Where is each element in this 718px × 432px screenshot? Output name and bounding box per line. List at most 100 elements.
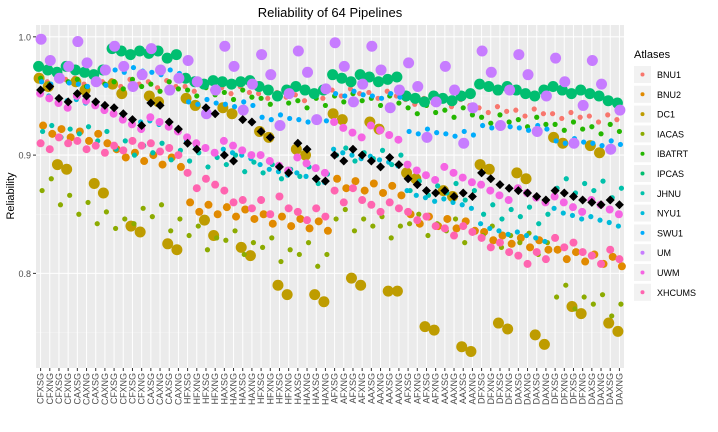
data-point — [294, 170, 300, 176]
data-point — [204, 200, 213, 209]
data-point — [358, 196, 367, 205]
data-point — [449, 168, 458, 177]
mean-diamond-point — [320, 176, 330, 186]
data-point — [478, 114, 485, 120]
data-point — [299, 84, 311, 96]
data-point — [214, 235, 220, 241]
data-point — [277, 212, 286, 221]
x-tick-label: CAXSG — [146, 373, 156, 405]
data-point — [67, 126, 73, 132]
data-point — [330, 117, 339, 126]
x-tick-label: AAXSG — [440, 373, 450, 404]
data-point — [39, 187, 45, 194]
data-point — [311, 114, 323, 126]
data-point — [568, 203, 577, 212]
x-tick-label: CFXNG — [137, 373, 147, 405]
data-point — [244, 250, 256, 262]
data-point — [544, 245, 553, 254]
data-point — [130, 64, 137, 71]
data-point — [90, 76, 102, 88]
x-tick-label: DFXSG — [495, 373, 505, 404]
data-point — [287, 222, 296, 231]
data-point — [228, 60, 240, 72]
x-tick-label: HAXNG — [229, 373, 239, 405]
mean-diamond-point — [568, 192, 578, 201]
data-point — [336, 114, 348, 126]
data-point — [556, 84, 568, 96]
data-point — [290, 81, 302, 93]
data-point — [320, 168, 329, 177]
legend-label: DC1 — [657, 110, 675, 120]
data-point — [136, 69, 148, 81]
data-point — [588, 214, 594, 220]
data-point — [72, 36, 84, 48]
data-point — [229, 141, 238, 150]
data-point — [609, 313, 615, 319]
x-tick-label: HFXSG — [201, 373, 211, 404]
data-point — [143, 90, 155, 102]
data-point — [605, 143, 617, 155]
data-point — [259, 210, 268, 219]
data-point — [265, 95, 271, 101]
x-tick-label: HAXNG — [302, 373, 312, 405]
data-point — [177, 216, 183, 222]
data-point — [513, 107, 519, 113]
mean-diamond-point — [201, 103, 211, 113]
data-point — [97, 187, 109, 199]
data-point — [462, 240, 468, 246]
data-point — [488, 120, 494, 126]
data-point — [159, 140, 165, 146]
data-point — [345, 272, 357, 284]
mean-diamond-point — [36, 85, 46, 95]
data-point — [330, 146, 337, 152]
data-point — [385, 198, 394, 207]
data-point — [161, 52, 173, 64]
data-point — [265, 157, 274, 166]
data-point — [476, 45, 488, 57]
data-point — [148, 81, 154, 87]
mean-diamond-point — [366, 156, 376, 166]
data-point — [204, 96, 210, 103]
data-point — [354, 69, 366, 81]
data-point — [369, 93, 375, 99]
data-point — [618, 185, 625, 191]
data-point — [150, 150, 156, 156]
x-tick-label: HFXNG — [192, 373, 202, 405]
data-point — [582, 180, 588, 187]
data-point — [246, 89, 253, 96]
data-point — [379, 147, 386, 153]
data-point — [366, 89, 372, 96]
mean-diamond-point — [596, 200, 606, 210]
data-point — [61, 163, 73, 175]
data-point — [412, 166, 421, 175]
data-point — [599, 292, 606, 298]
data-point — [492, 84, 504, 96]
data-point — [479, 122, 486, 129]
data-point — [456, 341, 468, 353]
data-point — [348, 128, 357, 137]
y-axis: 0.8 0.9 1.0 — [18, 32, 36, 279]
data-point — [57, 202, 64, 208]
data-point — [293, 153, 302, 162]
data-point — [507, 239, 516, 248]
data-point — [137, 141, 146, 150]
x-tick-label: HAXSG — [238, 373, 248, 405]
legend-label: BNU2 — [657, 90, 681, 100]
data-point — [182, 54, 194, 66]
data-point — [219, 136, 228, 145]
data-point — [250, 102, 256, 109]
data-point — [48, 176, 54, 182]
data-point — [460, 105, 466, 111]
x-tick-label: AAXNG — [376, 373, 386, 405]
data-point — [318, 296, 330, 308]
data-point — [48, 129, 57, 138]
x-tick-label: HAXSG — [293, 373, 303, 405]
data-point — [545, 211, 551, 217]
data-point — [424, 126, 431, 132]
mean-diamond-point — [330, 150, 340, 160]
x-tick-label: CAXNG — [173, 373, 183, 405]
data-point — [309, 289, 321, 301]
data-point — [396, 100, 402, 106]
data-point — [184, 87, 191, 93]
mean-diamond-point — [578, 195, 588, 205]
